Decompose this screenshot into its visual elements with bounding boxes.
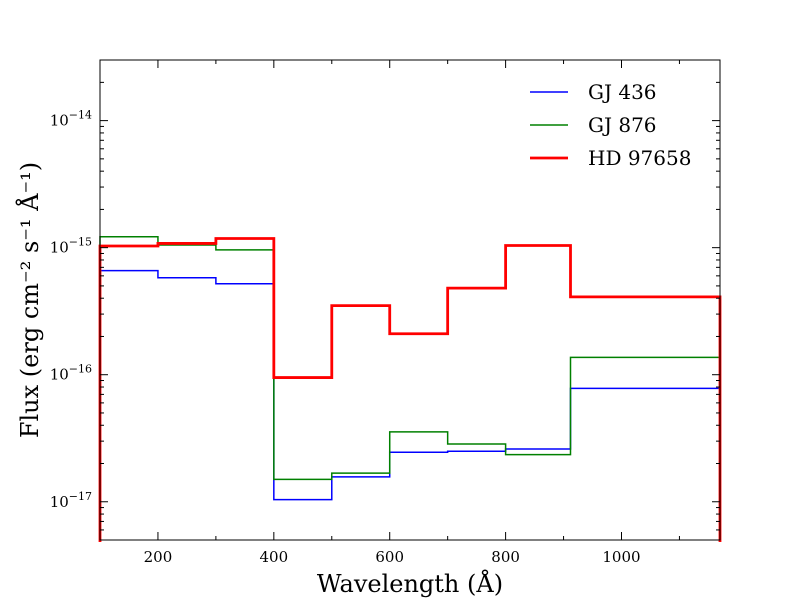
legend-label: HD 97658	[588, 146, 691, 170]
x-tick-label: 400	[260, 548, 289, 566]
plot-frame	[99, 59, 721, 541]
y-tick-label: 10−16	[50, 363, 92, 384]
ticks-layer: 200 400 600 800 1000 10−17 10−16 10−15 10−14	[50, 59, 720, 566]
series-line-hd-97658	[98, 237, 722, 542]
x-axis-title: Wavelength (Å)	[317, 569, 503, 598]
y-axis-title: Flux (erg cm⁻² s⁻¹ Å⁻¹)	[15, 162, 44, 438]
y-tick-label: 10−14	[50, 109, 92, 130]
legend-label: GJ 876	[588, 113, 657, 137]
x-tick-label: 200	[144, 548, 173, 566]
x-tick-label: 600	[375, 548, 404, 566]
y-tick-label: 10−17	[50, 490, 92, 511]
series-layer	[98, 235, 722, 542]
series-line-gj-876	[99, 235, 721, 542]
y-tick-label: 10−15	[50, 236, 92, 257]
series-line-gj-436	[99, 269, 721, 542]
legend: GJ 436 GJ 876 HD 97658	[530, 80, 691, 170]
x-tick-label: 1000	[602, 548, 640, 566]
legend-label: GJ 436	[588, 80, 657, 104]
x-tick-label: 800	[491, 548, 520, 566]
